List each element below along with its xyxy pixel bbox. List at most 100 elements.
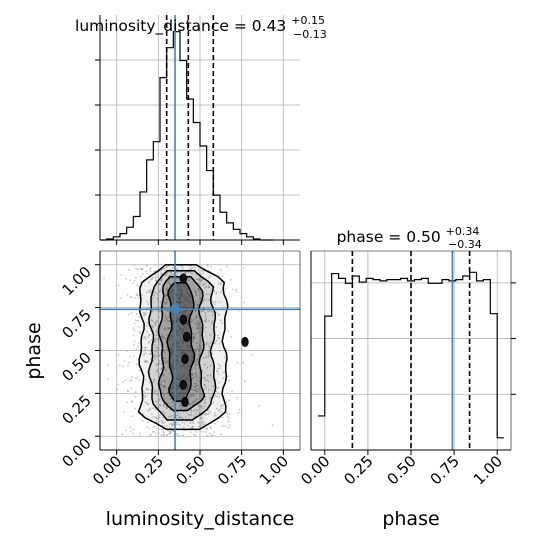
sample-point [210, 322, 213, 325]
sample-point [227, 399, 230, 402]
sample-point [178, 301, 181, 304]
sample-point [162, 374, 165, 377]
sample-point [227, 375, 229, 378]
sample-point [207, 353, 210, 356]
sample-point [181, 342, 184, 345]
sample-point [195, 316, 198, 319]
sample-point [205, 343, 208, 346]
sample-point [186, 387, 189, 390]
sample-point [140, 294, 143, 297]
sample-point [195, 374, 198, 377]
sample-point [177, 385, 180, 388]
sample-point [209, 411, 211, 413]
density-peaks [179, 273, 249, 407]
sample-point [211, 434, 214, 437]
sample-point [177, 359, 179, 362]
sample-point [188, 402, 191, 405]
sample-point [188, 379, 190, 382]
x-tick-label: 0.75 [214, 452, 250, 488]
sample-point [133, 343, 135, 346]
sample-point [162, 428, 165, 431]
sample-point [148, 341, 150, 344]
sample-point [150, 413, 153, 416]
sample-point [147, 409, 150, 412]
sample-point [144, 379, 147, 381]
sample-point [183, 391, 185, 394]
density-peak [179, 273, 188, 284]
sample-point [142, 312, 145, 314]
sample-point [144, 313, 147, 316]
sample-point [135, 267, 137, 270]
sample-point [149, 433, 152, 436]
sample-point [156, 297, 159, 300]
sample-point [199, 425, 202, 428]
sample-point [162, 349, 165, 352]
sample-point [132, 354, 135, 357]
sample-point [150, 278, 153, 281]
sample-point [194, 382, 197, 385]
sample-point [153, 340, 156, 343]
sample-point [144, 401, 147, 403]
sample-point [218, 342, 221, 345]
sample-point [198, 421, 201, 424]
sample-point [166, 320, 169, 323]
sample-point [146, 425, 148, 428]
sample-point [156, 383, 159, 385]
x-tick-label: 0.00 [89, 452, 125, 488]
sample-point [212, 396, 215, 399]
sample-point [157, 300, 160, 303]
sample-point [151, 320, 154, 323]
sample-point [142, 413, 145, 416]
sample-point [203, 383, 206, 386]
sample-point [196, 357, 199, 360]
sample-point [195, 327, 198, 330]
sample-point [207, 355, 210, 358]
sample-point [221, 289, 223, 292]
sample-point [134, 276, 137, 279]
sample-point [166, 310, 169, 312]
sample-point [136, 284, 139, 287]
sample-point [175, 432, 178, 435]
sample-point [175, 268, 178, 271]
sample-point [221, 404, 224, 406]
sample-point [226, 415, 229, 418]
sample-point [149, 289, 152, 292]
sample-point [160, 367, 163, 370]
sample-point [165, 274, 167, 276]
sample-point [228, 413, 231, 416]
sample-point [216, 407, 218, 410]
sample-point [176, 410, 179, 413]
phase-tick-labels: 0.00 0.25 0.50 0.75 1.00 [58, 263, 94, 471]
sample-point [164, 380, 167, 383]
sample-point [191, 377, 194, 380]
sample-point [118, 364, 121, 367]
sample-point [193, 385, 196, 388]
sample-point [232, 288, 234, 291]
sample-point [164, 319, 167, 322]
sample-point [178, 378, 181, 381]
sample-point [207, 374, 210, 377]
sample-point [219, 269, 222, 271]
y-axis-label: phase [23, 322, 45, 379]
sample-point [190, 321, 192, 324]
sample-point [186, 377, 189, 380]
sample-point [205, 298, 208, 301]
sample-point [138, 379, 140, 381]
sample-point [154, 350, 157, 353]
sample-point [176, 414, 179, 417]
sample-point [197, 325, 200, 328]
sample-point [194, 360, 196, 363]
sample-point [177, 318, 180, 321]
density-contour [157, 275, 206, 412]
sample-point [238, 408, 241, 411]
sample-point [205, 386, 207, 389]
x-tick-label: 0.50 [172, 452, 208, 488]
sample-point [200, 280, 203, 283]
sample-point [181, 293, 184, 296]
luminosity-distance-tick-labels: 0.00 0.25 0.50 0.75 1.00 [89, 452, 292, 488]
sample-point [204, 314, 207, 317]
sample-point [153, 355, 156, 358]
sample-point [213, 414, 216, 417]
sample-point [218, 349, 221, 352]
density-level-fill [138, 264, 228, 430]
